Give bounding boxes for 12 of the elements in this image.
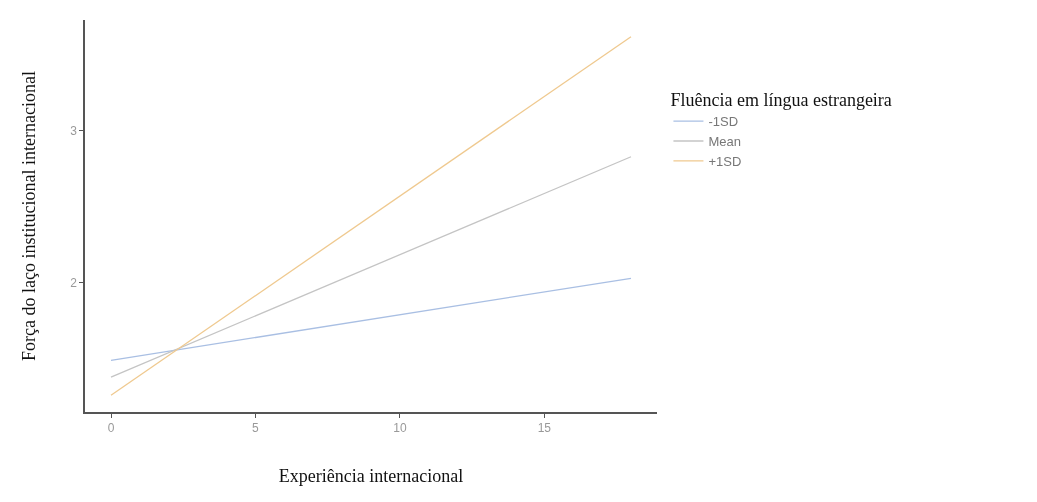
y-axis-title: Força do laço institucional internacional <box>18 71 39 361</box>
legend-label: Mean <box>708 134 741 150</box>
x-tick-label: 10 <box>393 421 407 436</box>
x-tick-label: 15 <box>537 421 552 436</box>
legend-label: -1SD <box>708 114 739 130</box>
legend-title: Fluência em língua estrangeira <box>670 90 892 111</box>
x-tick-label: 5 <box>252 421 260 436</box>
legend-label: +1SD <box>708 153 742 169</box>
x-axis-title: Experiência internacional <box>278 465 464 486</box>
x-tick-label: 0 <box>107 421 115 436</box>
y-tick-label: 3 <box>70 124 78 139</box>
y-tick-label: 2 <box>70 276 78 291</box>
